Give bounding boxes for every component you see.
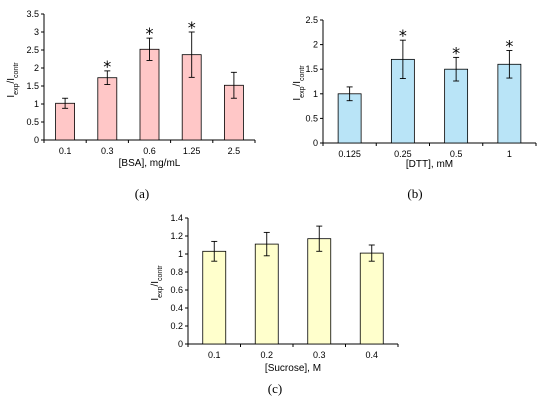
significance-marker: * bbox=[103, 57, 111, 76]
y-tick-label: 0.5 bbox=[26, 117, 39, 127]
significance-marker: * bbox=[399, 26, 407, 45]
chart-b: 0 0.5 1 1.5 2 2.5 0.125 * 0.25 * 0.5 * 1 [DTT], mM Iex… bbox=[292, 15, 537, 201]
bar bbox=[55, 102, 75, 141]
y-tick-label: 1.5 bbox=[26, 81, 39, 91]
bar bbox=[97, 77, 118, 141]
x-axis-label: [BSA], mg/mL bbox=[119, 158, 181, 169]
y-tick-label: 0.5 bbox=[305, 113, 318, 123]
y-tick-label: 1 bbox=[178, 249, 183, 259]
x-axis-label: [DTT], mM bbox=[406, 159, 453, 170]
x-tick-label: 0.5 bbox=[450, 149, 463, 159]
x-tick-label: 0.1 bbox=[208, 350, 221, 360]
bar bbox=[307, 238, 332, 345]
y-tick-label: 0.4 bbox=[170, 303, 183, 313]
y-tick-label: 0.6 bbox=[170, 285, 183, 295]
x-tick-label: 0.3 bbox=[313, 350, 326, 360]
y-tick-label: 2.5 bbox=[26, 45, 39, 55]
panel-label: (b) bbox=[407, 186, 422, 201]
y-tick-label: 2.5 bbox=[305, 15, 318, 25]
x-tick-label: 0.125 bbox=[338, 149, 361, 159]
panel-label: (a) bbox=[135, 186, 149, 201]
bar bbox=[139, 48, 160, 141]
x-tick-label: 0.1 bbox=[59, 146, 72, 156]
bar bbox=[359, 252, 384, 345]
y-tick-label: 1.4 bbox=[170, 213, 183, 223]
chart-a: 0 0.5 1 1.5 2 2.5 3 3.5 0.1 * 0.3 * 0.6 * 1.25 2.5 [BSA]… bbox=[6, 9, 256, 201]
x-tick-label: 1.25 bbox=[183, 146, 201, 156]
x-tick-label: 0.2 bbox=[260, 350, 273, 360]
bar bbox=[202, 250, 227, 345]
y-tick-label: 1 bbox=[34, 99, 39, 109]
y-axis-label: Iexp/Icontr bbox=[150, 265, 164, 301]
bar bbox=[254, 243, 279, 345]
y-tick-label: 0 bbox=[34, 135, 39, 145]
y-tick-label: 1.2 bbox=[170, 231, 183, 241]
x-tick-label: 0.4 bbox=[365, 350, 378, 360]
significance-marker: * bbox=[188, 18, 196, 37]
x-tick-label: 0.25 bbox=[394, 149, 412, 159]
x-axis-label: [Sucrose], M bbox=[265, 363, 321, 374]
significance-marker: * bbox=[505, 37, 513, 56]
y-tick-label: 0.8 bbox=[170, 267, 183, 277]
y-tick-label: 0 bbox=[313, 138, 318, 148]
y-tick-label: 1 bbox=[313, 89, 318, 99]
y-tick-label: 0 bbox=[178, 339, 183, 349]
chart-c: 0 0.2 0.4 0.6 0.8 1 1.2 1.4 0.1 0.2 0.3 0.4 [Sucrose… bbox=[150, 213, 399, 396]
significance-marker: * bbox=[452, 43, 460, 62]
y-tick-label: 3.5 bbox=[26, 9, 39, 19]
x-tick-label: 0.6 bbox=[143, 146, 156, 156]
y-tick-label: 0.2 bbox=[170, 321, 183, 331]
x-tick-label: 1 bbox=[507, 149, 512, 159]
y-tick-label: 2 bbox=[313, 40, 318, 50]
y-tick-label: 1.5 bbox=[305, 64, 318, 74]
y-tick-label: 2 bbox=[34, 63, 39, 73]
significance-marker: * bbox=[146, 24, 154, 43]
y-tick-label: 3 bbox=[34, 27, 39, 37]
x-tick-label: 2.5 bbox=[228, 146, 241, 156]
bar bbox=[337, 93, 362, 144]
y-axis-label: Iexp/Icontr bbox=[6, 62, 20, 98]
y-axis-label: Iexp/Icontr bbox=[292, 65, 306, 101]
panel-label: (c) bbox=[268, 381, 282, 396]
x-tick-label: 0.3 bbox=[101, 146, 114, 156]
